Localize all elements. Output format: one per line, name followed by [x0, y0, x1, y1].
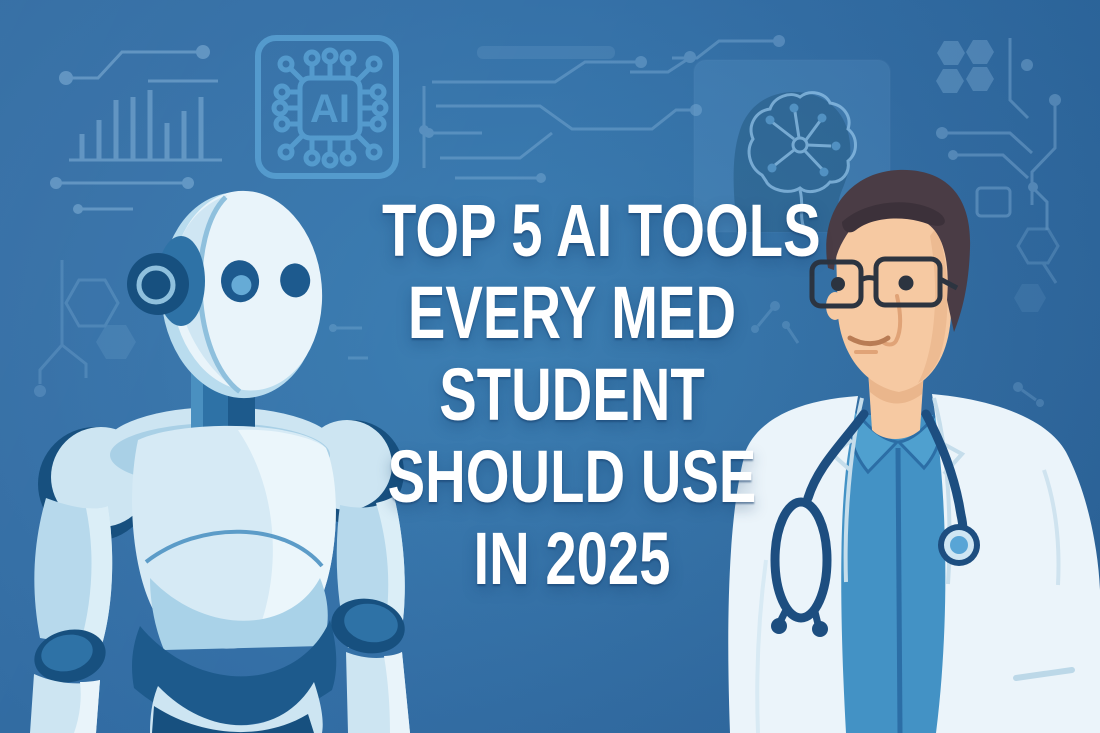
title-line-3: STUDENT — [439, 353, 705, 436]
title-line-4: SHOULD USE — [387, 435, 757, 518]
stethoscope-earpiece — [812, 621, 828, 637]
ai-chip-icon: AI — [255, 35, 399, 179]
doctor-hair — [826, 169, 971, 332]
head-silhouette — [733, 92, 851, 232]
title-line-1: TOP 5 AI TOOLS — [382, 189, 821, 272]
robot-illustration — [30, 190, 410, 733]
circuit-trace-top-left — [59, 45, 210, 85]
bar-chart-icon — [69, 79, 222, 162]
hexagon-cluster-top-right — [936, 40, 994, 93]
circuit-traces-center — [419, 35, 785, 183]
circuit-traces-top-right — [936, 38, 1061, 230]
doctor-nose — [881, 294, 903, 347]
robot-right-eye — [280, 263, 311, 298]
robot-left-arm — [30, 498, 113, 733]
robot-waist-band — [132, 620, 337, 726]
robot-torso — [132, 425, 337, 733]
neural-brain-icon — [747, 91, 857, 229]
small-dash-motifs — [329, 324, 368, 360]
robot-left-pupil — [231, 275, 252, 296]
robot-ear-ring — [136, 265, 176, 305]
doctor-lab-coat — [728, 394, 1100, 733]
robot-hip-plate — [150, 682, 323, 733]
stethoscope-chest-piece — [938, 524, 980, 566]
hexagon-motifs-left — [34, 260, 136, 397]
doctor-glasses — [809, 256, 959, 309]
doctor-mouth — [847, 335, 891, 347]
robot-right-arm — [331, 496, 410, 733]
molecule-motifs-right — [751, 227, 1060, 407]
doctor-right-eye — [898, 275, 914, 291]
robot-ear — [127, 253, 189, 315]
poster-title: TOP 5 AI TOOLS EVERY MED STUDENT SHOULD … — [322, 190, 822, 600]
chip-ai-label: AI — [310, 87, 350, 131]
title-line-2: EVERY MED — [407, 271, 737, 354]
coat-pocket-line — [1013, 667, 1075, 681]
doctor-left-eye — [831, 277, 845, 291]
background-decorations — [34, 35, 1061, 407]
doctor-illustration — [728, 169, 1100, 733]
stethoscope-earpiece — [771, 618, 787, 634]
title-line-5: IN 2025 — [473, 517, 671, 600]
brain-scan-panel — [693, 59, 891, 233]
dot-line-motifs — [50, 177, 194, 214]
